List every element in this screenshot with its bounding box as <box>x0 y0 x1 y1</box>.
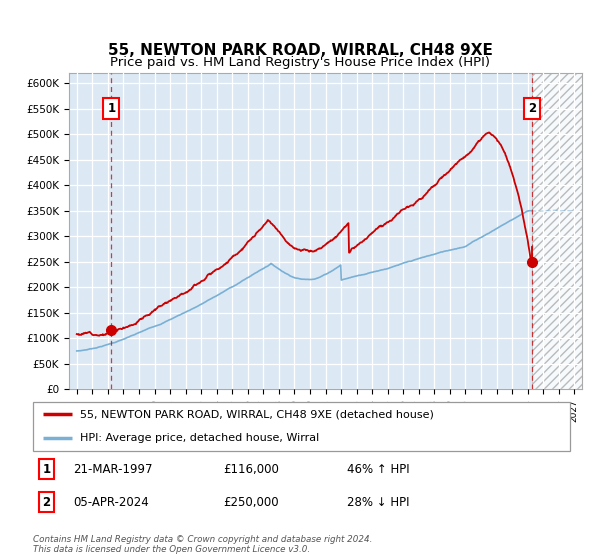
Bar <box>532 73 582 389</box>
Text: 05-APR-2024: 05-APR-2024 <box>73 496 149 509</box>
Text: 28% ↓ HPI: 28% ↓ HPI <box>347 496 410 509</box>
Text: HPI: Average price, detached house, Wirral: HPI: Average price, detached house, Wirr… <box>80 433 320 443</box>
Text: £250,000: £250,000 <box>224 496 279 509</box>
Text: Price paid vs. HM Land Registry's House Price Index (HPI): Price paid vs. HM Land Registry's House … <box>110 57 490 69</box>
Text: 1: 1 <box>43 463 50 476</box>
FancyBboxPatch shape <box>33 402 570 451</box>
Text: £116,000: £116,000 <box>224 463 280 476</box>
Text: 46% ↑ HPI: 46% ↑ HPI <box>347 463 410 476</box>
Text: Contains HM Land Registry data © Crown copyright and database right 2024.
This d: Contains HM Land Registry data © Crown c… <box>33 535 373 554</box>
Text: 2: 2 <box>528 102 536 115</box>
Text: 1: 1 <box>107 102 115 115</box>
Text: 55, NEWTON PARK ROAD, WIRRAL, CH48 9XE: 55, NEWTON PARK ROAD, WIRRAL, CH48 9XE <box>107 43 493 58</box>
Text: 2: 2 <box>43 496 50 509</box>
Text: 55, NEWTON PARK ROAD, WIRRAL, CH48 9XE (detached house): 55, NEWTON PARK ROAD, WIRRAL, CH48 9XE (… <box>80 409 434 419</box>
Text: 21-MAR-1997: 21-MAR-1997 <box>73 463 153 476</box>
